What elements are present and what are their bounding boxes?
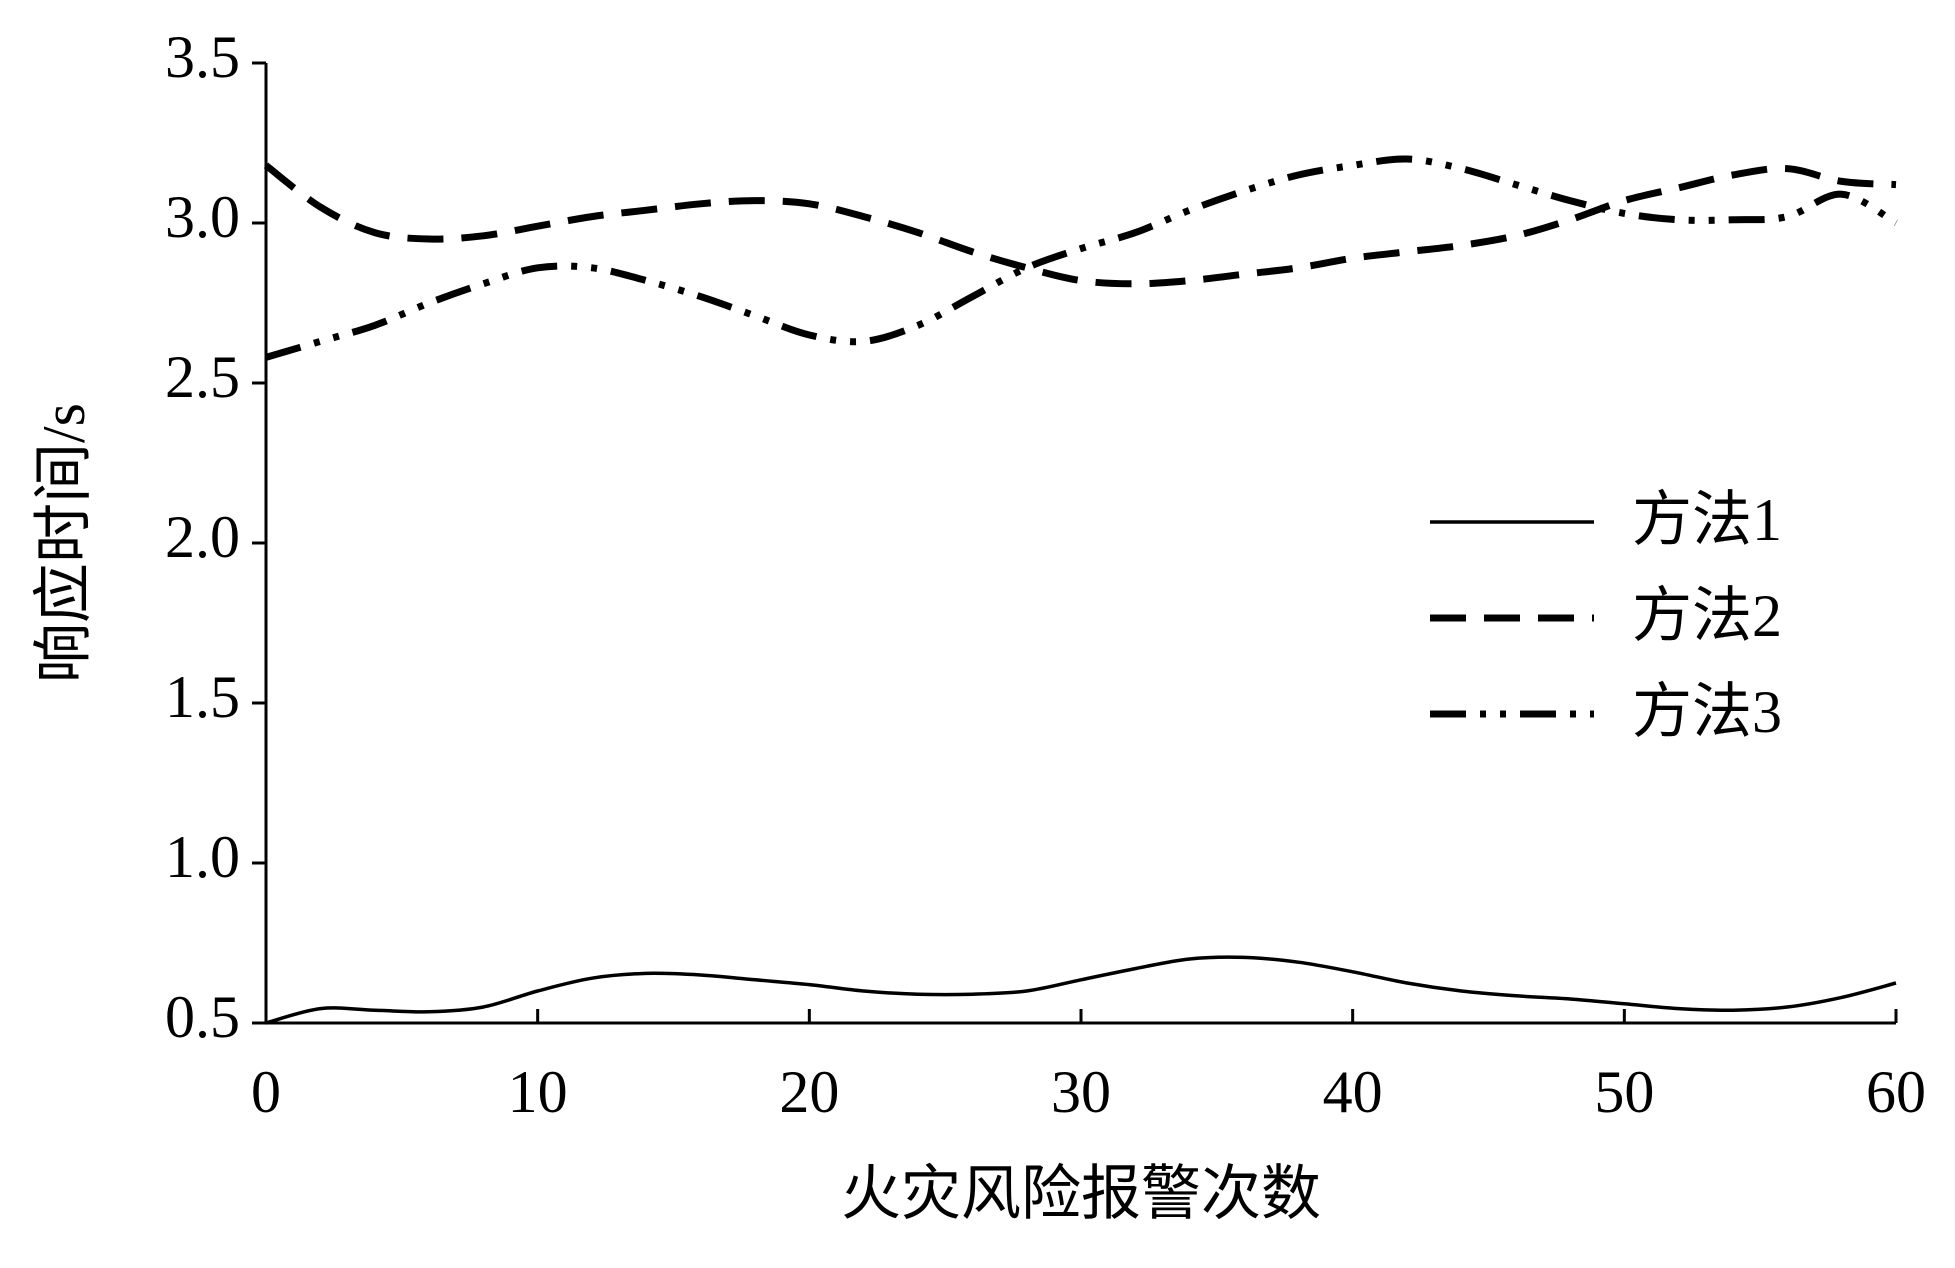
data-line	[265, 955, 1897, 1025]
data-line	[263, 162, 1897, 288]
x-tick-label: 0	[251, 1059, 281, 1125]
legend-label: 方法1	[1632, 487, 1782, 553]
y-tick-label: 0.5	[165, 984, 240, 1050]
legend-label: 方法3	[1632, 679, 1782, 745]
x-tick-label: 20	[779, 1059, 839, 1125]
x-axis-title: 火灾风险报警次数	[841, 1161, 1321, 1227]
x-tick-label: 50	[1594, 1059, 1654, 1125]
x-tick-label: 40	[1323, 1059, 1383, 1125]
y-axis-title: 响应时间/s	[31, 403, 97, 683]
x-tick-label: 30	[1051, 1059, 1111, 1125]
y-tick-label: 1.5	[165, 664, 240, 730]
y-tick-label: 1.0	[165, 824, 240, 890]
y-tick-label: 2.0	[165, 504, 240, 570]
y-tick-label: 3.5	[165, 24, 240, 90]
y-tick-label: 2.5	[165, 344, 240, 410]
legend-label: 方法2	[1632, 583, 1782, 649]
x-tick-label: 60	[1866, 1059, 1926, 1125]
data-line	[265, 155, 1898, 361]
y-tick-label: 3.0	[165, 184, 240, 250]
x-tick-label: 10	[508, 1059, 568, 1125]
